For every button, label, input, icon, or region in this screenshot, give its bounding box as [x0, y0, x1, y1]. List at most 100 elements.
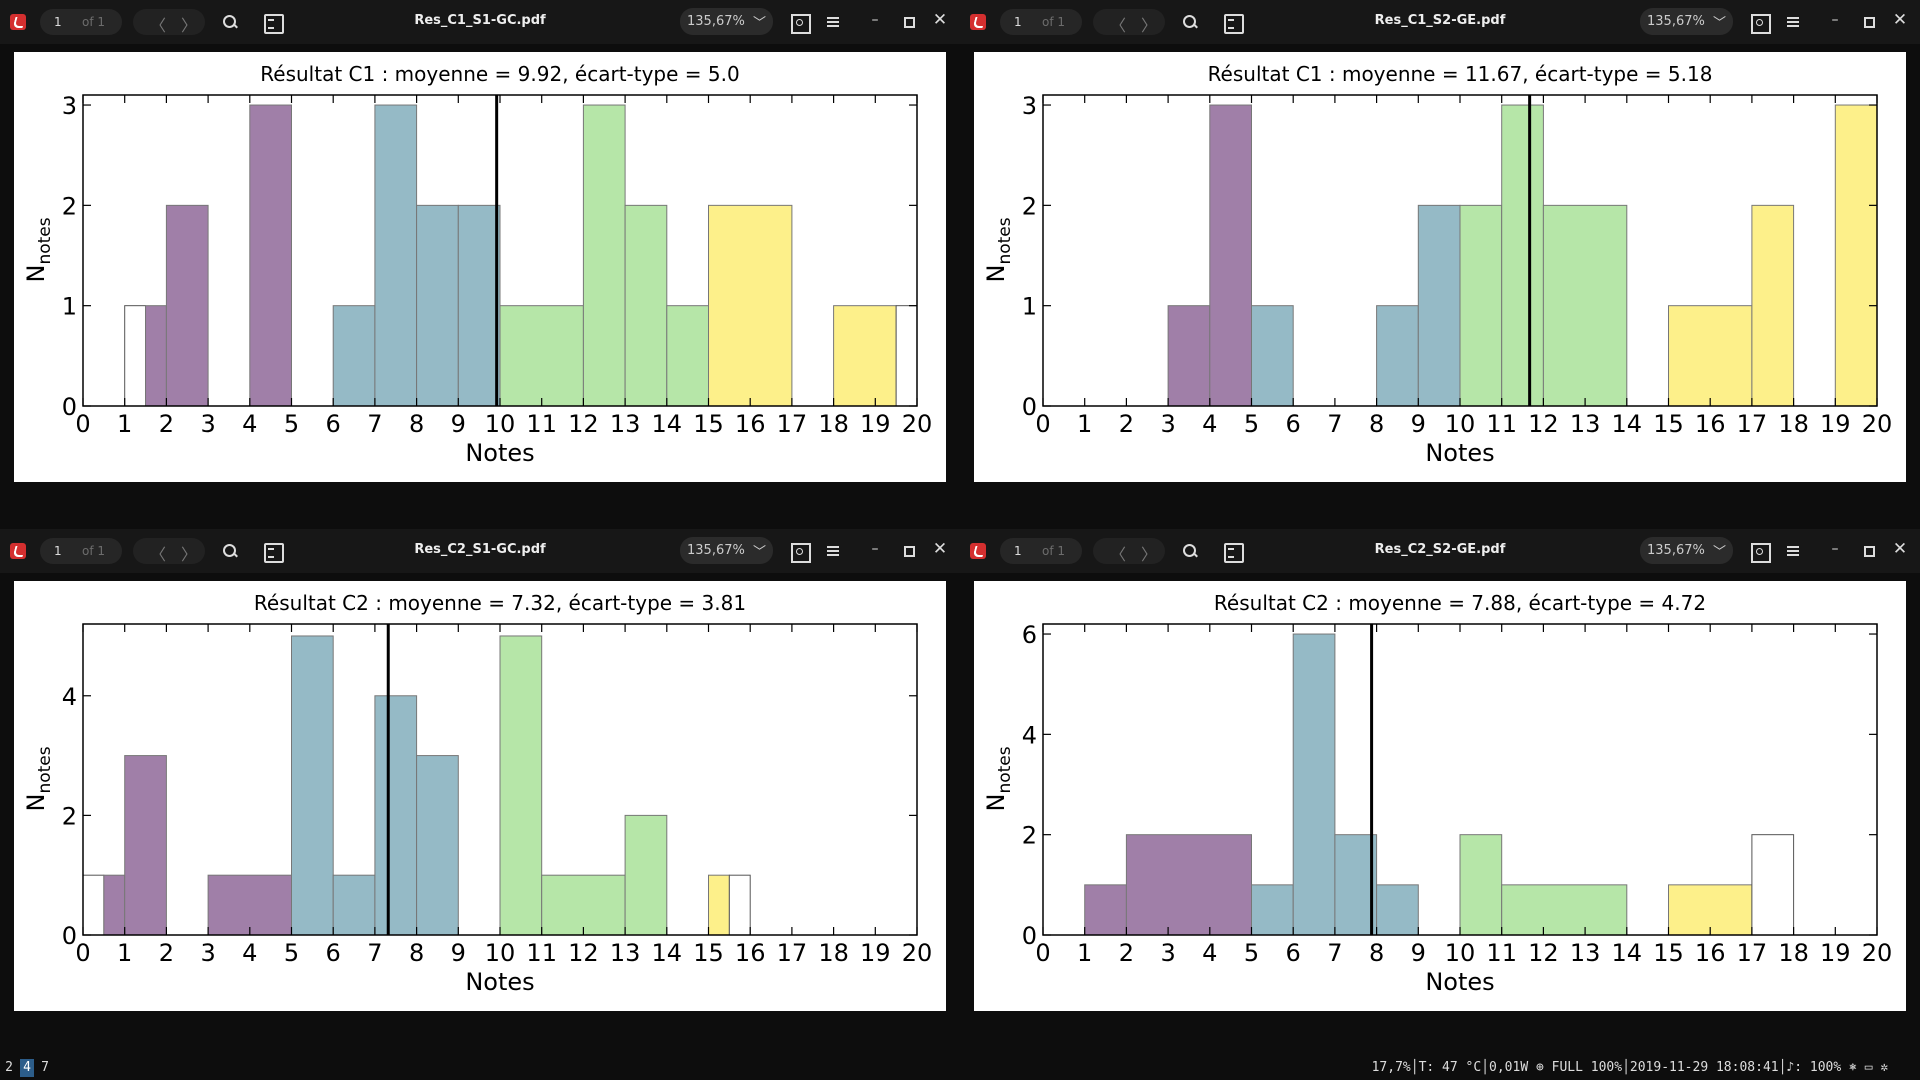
close-button[interactable]: ✕	[932, 539, 948, 559]
histogram-bar	[457, 204, 501, 407]
workspace-2[interactable]: 2	[5, 1060, 13, 1075]
minimize-button[interactable]: –	[871, 12, 879, 28]
close-button[interactable]: ✕	[1892, 10, 1908, 30]
annotations-icon[interactable]	[1224, 14, 1244, 34]
search-icon[interactable]	[1182, 14, 1198, 30]
y-axis-label-sub: notes	[35, 217, 55, 264]
zoom-level: 135,67%	[687, 14, 745, 29]
zoom-select[interactable]: 135,67% ﹀	[1640, 537, 1733, 564]
previous-page-icon[interactable]: 〈	[1110, 16, 1127, 35]
x-tick-label: 17	[777, 410, 808, 438]
current-page[interactable]: 1	[1014, 544, 1022, 558]
x-tick-label: 10	[485, 410, 516, 438]
x-tick-label: 14	[1612, 939, 1643, 967]
histogram-bar	[708, 874, 730, 936]
menu-icon[interactable]	[1786, 543, 1802, 559]
find-in-page-icon[interactable]	[791, 14, 811, 34]
histogram-bar	[1251, 305, 1294, 407]
pdf-app-icon	[970, 14, 986, 30]
next-page-icon[interactable]: 〉	[1141, 16, 1158, 35]
pdf-page: Résultat C2 : moyenne = 7.88, écart-type…	[974, 581, 1906, 1011]
x-tick-label: 2	[1119, 939, 1134, 967]
document-title: Res_C2_S2-GE.pdf	[1374, 542, 1506, 557]
close-button[interactable]: ✕	[932, 10, 948, 30]
y-tick-label: 3	[62, 92, 77, 120]
page-number-input[interactable]: 1 of 1	[1000, 538, 1082, 564]
histogram-bar	[1459, 834, 1503, 936]
histogram-bar	[624, 814, 668, 936]
histogram-bar	[708, 204, 793, 407]
find-in-page-icon[interactable]	[791, 543, 811, 563]
page-count: of 1	[82, 544, 106, 558]
x-tick-label: 7	[1327, 410, 1342, 438]
histogram-chart: Résultat C1 : moyenne = 11.67, écart-typ…	[982, 62, 1892, 467]
y-tick-label: 2	[1022, 822, 1037, 850]
next-page-icon[interactable]: 〉	[1141, 545, 1158, 564]
x-tick-label: 14	[652, 410, 683, 438]
current-page[interactable]: 1	[54, 15, 62, 29]
annotations-icon[interactable]	[1224, 543, 1244, 563]
y-axis-label-sub: notes	[995, 217, 1015, 264]
zoom-select[interactable]: 135,67% ﹀	[1640, 8, 1733, 35]
histogram-bar	[1167, 305, 1211, 407]
x-tick-label: 8	[409, 410, 424, 438]
x-tick-label: 16	[1695, 939, 1726, 967]
y-axis-label-main: N	[982, 265, 1010, 283]
zoom-select[interactable]: 135,67% ﹀	[680, 537, 773, 564]
x-tick-label: 19	[860, 410, 891, 438]
histogram-bar	[145, 305, 167, 407]
find-in-page-icon[interactable]	[1751, 543, 1771, 563]
page-number-input[interactable]: 1 of 1	[40, 538, 122, 564]
menu-icon[interactable]	[1786, 14, 1802, 30]
x-tick-label: 7	[367, 410, 382, 438]
x-tick-label: 19	[1820, 410, 1851, 438]
x-tick-label: 2	[159, 410, 174, 438]
status-bar: 2 4 7 17,7%│T: 47 °C│0,01W ⊕ FULL 100%│2…	[0, 1056, 1920, 1080]
minimize-button[interactable]: –	[871, 541, 879, 557]
page-number-input[interactable]: 1 of 1	[40, 9, 122, 35]
title-bar: 1 of 1 〈 〉 Res_C1_S2-GE.pdf 135,67% ﹀ – …	[960, 0, 1920, 44]
search-icon[interactable]	[222, 14, 238, 30]
x-tick-label: 15	[693, 939, 724, 967]
page-number-input[interactable]: 1 of 1	[1000, 9, 1082, 35]
chevron-down-icon: ﹀	[1713, 16, 1727, 31]
current-page[interactable]: 1	[54, 544, 62, 558]
x-tick-label: 0	[1035, 410, 1050, 438]
workspace-4[interactable]: 4	[20, 1059, 34, 1077]
menu-icon[interactable]	[826, 14, 842, 30]
histogram-bar	[1376, 884, 1419, 936]
x-tick-label: 10	[1445, 410, 1476, 438]
x-tick-label: 1	[1077, 410, 1092, 438]
histogram-bar	[374, 695, 418, 936]
workspace-7[interactable]: 7	[41, 1060, 49, 1075]
annotations-icon[interactable]	[264, 543, 284, 563]
y-tick-label: 1	[1022, 293, 1037, 321]
x-tick-label: 15	[693, 410, 724, 438]
minimize-button[interactable]: –	[1831, 12, 1839, 28]
search-icon[interactable]	[1182, 543, 1198, 559]
minimize-button[interactable]: –	[1831, 541, 1839, 557]
next-page-icon[interactable]: 〉	[181, 545, 198, 564]
x-tick-label: 9	[451, 939, 466, 967]
x-tick-label: 18	[1778, 410, 1809, 438]
x-tick-label: 19	[860, 939, 891, 967]
zoom-select[interactable]: 135,67% ﹀	[680, 8, 773, 35]
find-in-page-icon[interactable]	[1751, 14, 1771, 34]
search-icon[interactable]	[222, 543, 238, 559]
previous-page-icon[interactable]: 〈	[150, 545, 167, 564]
annotations-icon[interactable]	[264, 14, 284, 34]
x-tick-label: 13	[1570, 939, 1601, 967]
next-page-icon[interactable]: 〉	[181, 16, 198, 35]
x-tick-label: 10	[1445, 939, 1476, 967]
previous-page-icon[interactable]: 〈	[150, 16, 167, 35]
current-page[interactable]: 1	[1014, 15, 1022, 29]
x-tick-label: 3	[200, 939, 215, 967]
menu-icon[interactable]	[826, 543, 842, 559]
histogram-bar	[374, 104, 418, 407]
close-button[interactable]: ✕	[1892, 539, 1908, 559]
previous-page-icon[interactable]: 〈	[1110, 545, 1127, 564]
y-tick-label: 4	[62, 683, 77, 711]
document-title: Res_C2_S1-GC.pdf	[414, 542, 546, 557]
x-axis-label: Notes	[1425, 439, 1494, 467]
histogram-bar	[833, 305, 897, 407]
